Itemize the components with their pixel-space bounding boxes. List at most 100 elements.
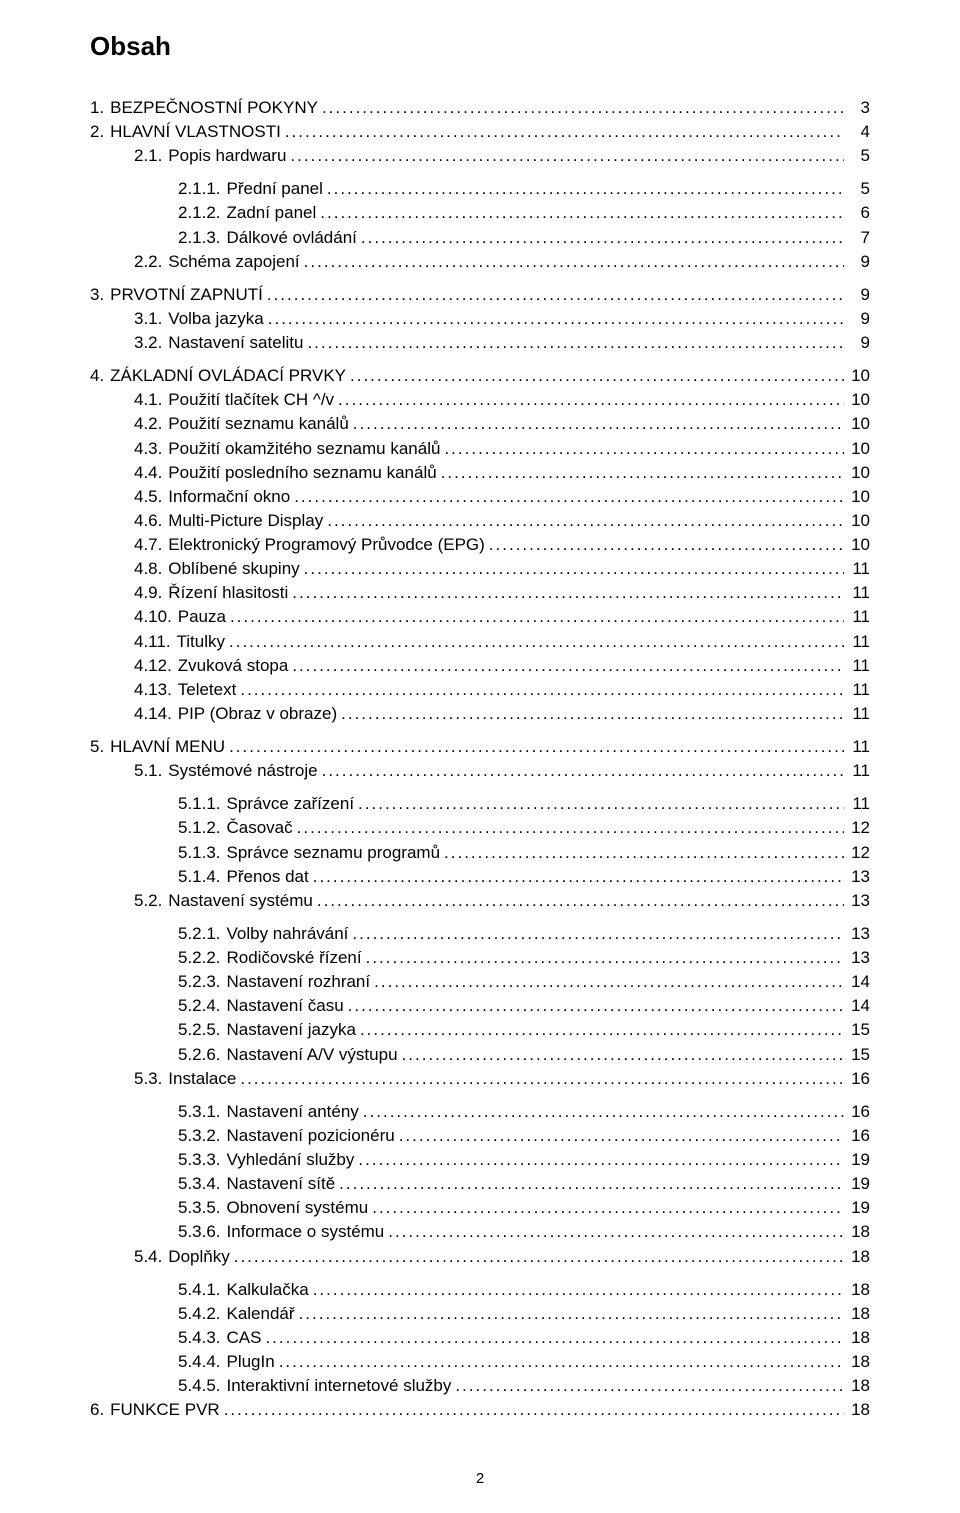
- toc-entry-label: Doplňky: [168, 1245, 229, 1269]
- toc-entry: 3.2.Nastavení satelitu9: [90, 331, 870, 355]
- toc-entry-label: Zadní panel: [226, 201, 316, 225]
- toc-gap: [90, 274, 870, 283]
- toc-entry: 3.1.Volba jazyka9: [90, 307, 870, 331]
- toc-entry-label: Schéma zapojení: [168, 250, 299, 274]
- toc-entry: 5.4.Doplňky18: [90, 1245, 870, 1269]
- toc-entry-number: 2.1.2.: [178, 201, 221, 225]
- toc-entry: 2.1.3.Dálkové ovládání7: [90, 226, 870, 250]
- toc-leader-dots: [327, 177, 844, 201]
- toc-entry-label: Volba jazyka: [168, 307, 263, 331]
- toc-leader-dots: [402, 1043, 844, 1067]
- toc-entry-number: 4.6.: [134, 509, 162, 533]
- toc-entry-number: 5.3.6.: [178, 1220, 221, 1244]
- toc-entry-page: 11: [848, 605, 870, 629]
- toc-entry-number: 4.14.: [134, 702, 172, 726]
- toc-leader-dots: [229, 630, 844, 654]
- toc-entry-number: 5.3.4.: [178, 1172, 221, 1196]
- document-page: Obsah 1.BEZPEČNOSTNÍ POKYNY32.HLAVNÍ VLA…: [0, 0, 960, 1513]
- toc-entry-label: PIP (Obraz v obraze): [178, 702, 337, 726]
- toc-entry: 5.3.1.Nastavení antény16: [90, 1100, 870, 1124]
- toc-leader-dots: [292, 581, 844, 605]
- toc-entry-number: 4.2.: [134, 412, 162, 436]
- toc-entry-label: Volby nahrávání: [226, 922, 348, 946]
- toc-leader-dots: [388, 1220, 844, 1244]
- toc-entry-number: 4.4.: [134, 461, 162, 485]
- toc-entry: 5.2.2.Rodičovské řízení13: [90, 946, 870, 970]
- toc-entry-number: 5.4.2.: [178, 1302, 221, 1326]
- toc-entry-label: Instalace: [168, 1067, 236, 1091]
- toc-entry-page: 15: [848, 1043, 870, 1067]
- toc-entry: 5.3.2.Nastavení pozicionéru16: [90, 1124, 870, 1148]
- toc-entry-label: Nastavení pozicionéru: [226, 1124, 394, 1148]
- toc-entry: 5.3.5.Obnovení systému19: [90, 1196, 870, 1220]
- toc-entry: 5.3.3.Vyhledání služby19: [90, 1148, 870, 1172]
- toc-leader-dots: [224, 1398, 844, 1422]
- toc-gap: [90, 87, 870, 96]
- toc-entry-number: 5.4.4.: [178, 1350, 221, 1374]
- toc-gap: [90, 913, 870, 922]
- toc-entry-number: 4.11.: [134, 630, 171, 654]
- toc-entry-label: HLAVNÍ VLASTNOSTI: [110, 120, 281, 144]
- toc-leader-dots: [299, 1302, 844, 1326]
- page-number: 2: [0, 1468, 960, 1489]
- toc-leader-dots: [352, 922, 844, 946]
- toc-entry: 5.2.3.Nastavení rozhraní14: [90, 970, 870, 994]
- toc-entry-label: Dálkové ovládání: [226, 226, 356, 250]
- toc-entry: 5.4.3.CAS18: [90, 1326, 870, 1350]
- toc-entry: 4.4.Použití posledního seznamu kanálů10: [90, 461, 870, 485]
- toc-entry: 2.1.1.Přední panel5: [90, 177, 870, 201]
- toc-entry-page: 9: [848, 307, 870, 331]
- toc-entry-page: 18: [848, 1302, 870, 1326]
- toc-entry: 2.1.Popis hardwaru5: [90, 144, 870, 168]
- toc-leader-dots: [341, 702, 844, 726]
- toc-entry-label: Kalendář: [226, 1302, 294, 1326]
- toc-entry-label: Titulky: [177, 630, 226, 654]
- toc-entry-page: 11: [848, 735, 870, 759]
- toc-leader-dots: [297, 816, 844, 840]
- toc-entry: 4.13.Teletext11: [90, 678, 870, 702]
- toc-entry-number: 5.4.3.: [178, 1326, 221, 1350]
- toc-entry-page: 6: [848, 201, 870, 225]
- toc-leader-dots: [441, 461, 844, 485]
- toc-entry: 5.1.Systémové nástroje11: [90, 759, 870, 783]
- toc-leader-dots: [304, 250, 844, 274]
- toc-entry: 5.3.4.Nastavení sítě19: [90, 1172, 870, 1196]
- toc-entry-page: 5: [848, 144, 870, 168]
- toc-entry: 3.PRVOTNÍ ZAPNUTÍ9: [90, 283, 870, 307]
- toc-entry-page: 16: [848, 1124, 870, 1148]
- toc-entry-page: 16: [848, 1067, 870, 1091]
- toc-entry: 5.HLAVNÍ MENU11: [90, 735, 870, 759]
- toc-entry-number: 5.3.1.: [178, 1100, 221, 1124]
- toc-leader-dots: [234, 1245, 844, 1269]
- toc-entry-page: 10: [848, 509, 870, 533]
- toc-leader-dots: [353, 412, 844, 436]
- toc-entry-page: 19: [848, 1196, 870, 1220]
- toc-entry: 4.5.Informační okno10: [90, 485, 870, 509]
- toc-entry: 1.BEZPEČNOSTNÍ POKYNY3: [90, 96, 870, 120]
- toc-entry-page: 10: [848, 364, 870, 388]
- toc-leader-dots: [399, 1124, 844, 1148]
- toc-leader-dots: [339, 1172, 844, 1196]
- toc-entry-page: 9: [848, 283, 870, 307]
- toc-entry-label: Oblíbené skupiny: [168, 557, 299, 581]
- toc-entry: 5.1.4.Přenos dat13: [90, 865, 870, 889]
- toc-entry-page: 13: [848, 946, 870, 970]
- toc-entry-page: 14: [848, 994, 870, 1018]
- toc-leader-dots: [327, 509, 844, 533]
- toc-entry-number: 5.3.5.: [178, 1196, 221, 1220]
- toc-entry-number: 5.3.: [134, 1067, 162, 1091]
- toc-entry-page: 13: [848, 889, 870, 913]
- toc-entry-page: 11: [848, 557, 870, 581]
- toc-entry-number: 2.1.3.: [178, 226, 221, 250]
- toc-entry: 4.3.Použití okamžitého seznamu kanálů10: [90, 437, 870, 461]
- toc-entry-page: 10: [848, 437, 870, 461]
- toc-entry-number: 5.2.5.: [178, 1018, 221, 1042]
- toc-entry-number: 3.2.: [134, 331, 162, 355]
- toc-entry-number: 5.1.1.: [178, 792, 221, 816]
- toc-entry: 5.4.4.PlugIn18: [90, 1350, 870, 1374]
- toc-entry: 5.4.1.Kalkulačka18: [90, 1278, 870, 1302]
- toc-leader-dots: [322, 759, 844, 783]
- toc-leader-dots: [240, 1067, 844, 1091]
- toc-entry-number: 4.8.: [134, 557, 162, 581]
- toc-leader-dots: [290, 144, 844, 168]
